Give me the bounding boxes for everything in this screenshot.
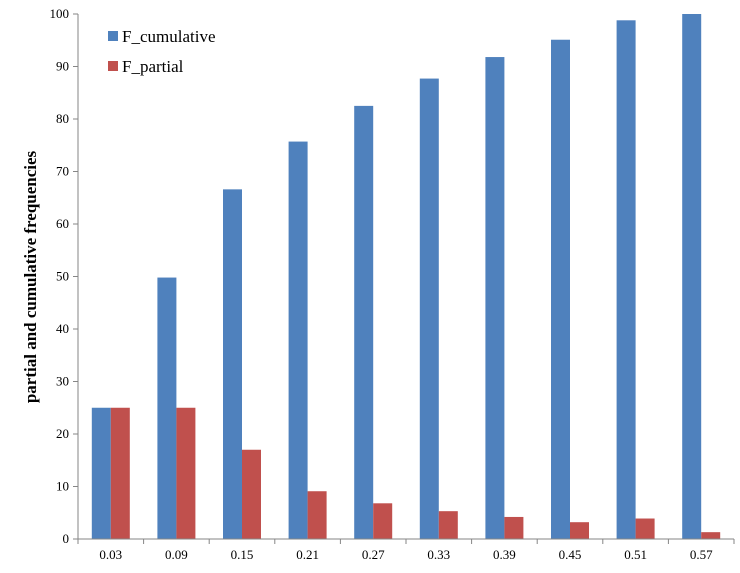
y-tick-label-70: 70 — [56, 164, 69, 179]
y-tick-label-10: 10 — [56, 479, 69, 494]
bar-partial-0.57 — [701, 532, 721, 539]
y-axis: 0 10 20 30 40 50 60 70 80 90 100 — [50, 6, 79, 546]
x-tick-label-0.27: 0.27 — [362, 547, 385, 562]
legend-label-partial: F_partial — [122, 57, 184, 76]
bar-partial-0.33 — [438, 511, 458, 539]
legend-label-cumulative: F_cumulative — [122, 27, 215, 46]
bar-cumulative-0.51 — [616, 20, 636, 540]
y-tick-label-40: 40 — [56, 321, 69, 336]
x-tick-label-0.57: 0.57 — [690, 547, 713, 562]
x-tick-label-0.15: 0.15 — [231, 547, 254, 562]
y-tick-label-0: 0 — [63, 531, 70, 546]
y-tick-label-90: 90 — [56, 59, 69, 74]
y-axis-title: partial and cumulative frequencies — [21, 150, 40, 403]
legend-swatch-cumulative — [108, 31, 118, 41]
bar-cumulative-0.03 — [91, 407, 111, 539]
bars-layer — [91, 14, 721, 540]
bar-cumulative-0.21 — [288, 141, 308, 539]
bar-cumulative-0.57 — [682, 14, 702, 539]
bar-partial-0.51 — [635, 518, 655, 539]
bar-cumulative-0.09 — [157, 277, 177, 539]
bar-partial-0.15 — [242, 449, 261, 539]
legend-swatch-partial — [108, 61, 118, 71]
y-tick-label-100: 100 — [50, 6, 70, 21]
bar-partial-0.03 — [110, 407, 130, 539]
x-tick-label-0.09: 0.09 — [165, 547, 188, 562]
x-tick-label-0.21: 0.21 — [296, 547, 319, 562]
bar-cumulative-0.33 — [419, 78, 439, 539]
bar-partial-0.09 — [176, 407, 196, 539]
bar-partial-0.39 — [504, 516, 524, 539]
legend: F_cumulative F_partial — [108, 27, 215, 76]
y-tick-label-60: 60 — [56, 216, 69, 231]
bar-cumulative-0.39 — [485, 57, 505, 540]
y-tick-label-30: 30 — [56, 374, 69, 389]
bar-partial-0.21 — [307, 491, 327, 539]
bar-cumulative-0.15 — [223, 189, 242, 539]
x-tick-label-0.39: 0.39 — [493, 547, 516, 562]
y-tick-label-80: 80 — [56, 111, 69, 126]
bar-cumulative-0.45 — [551, 39, 570, 539]
x-tick-label-0.33: 0.33 — [427, 547, 450, 562]
x-tick-label-0.45: 0.45 — [559, 547, 582, 562]
x-axis: 0.03 0.09 0.15 0.21 0.27 0.33 0.39 0.45 0.51 0.57 — [77, 538, 735, 562]
x-tick-label-0.51: 0.51 — [624, 547, 647, 562]
bar-partial-0.45 — [570, 522, 589, 539]
y-tick-label-20: 20 — [56, 426, 69, 441]
bar-partial-0.27 — [373, 503, 393, 539]
y-tick-label-50: 50 — [56, 269, 69, 284]
x-tick-label-0.03: 0.03 — [99, 547, 122, 562]
bar-cumulative-0.27 — [354, 105, 374, 540]
